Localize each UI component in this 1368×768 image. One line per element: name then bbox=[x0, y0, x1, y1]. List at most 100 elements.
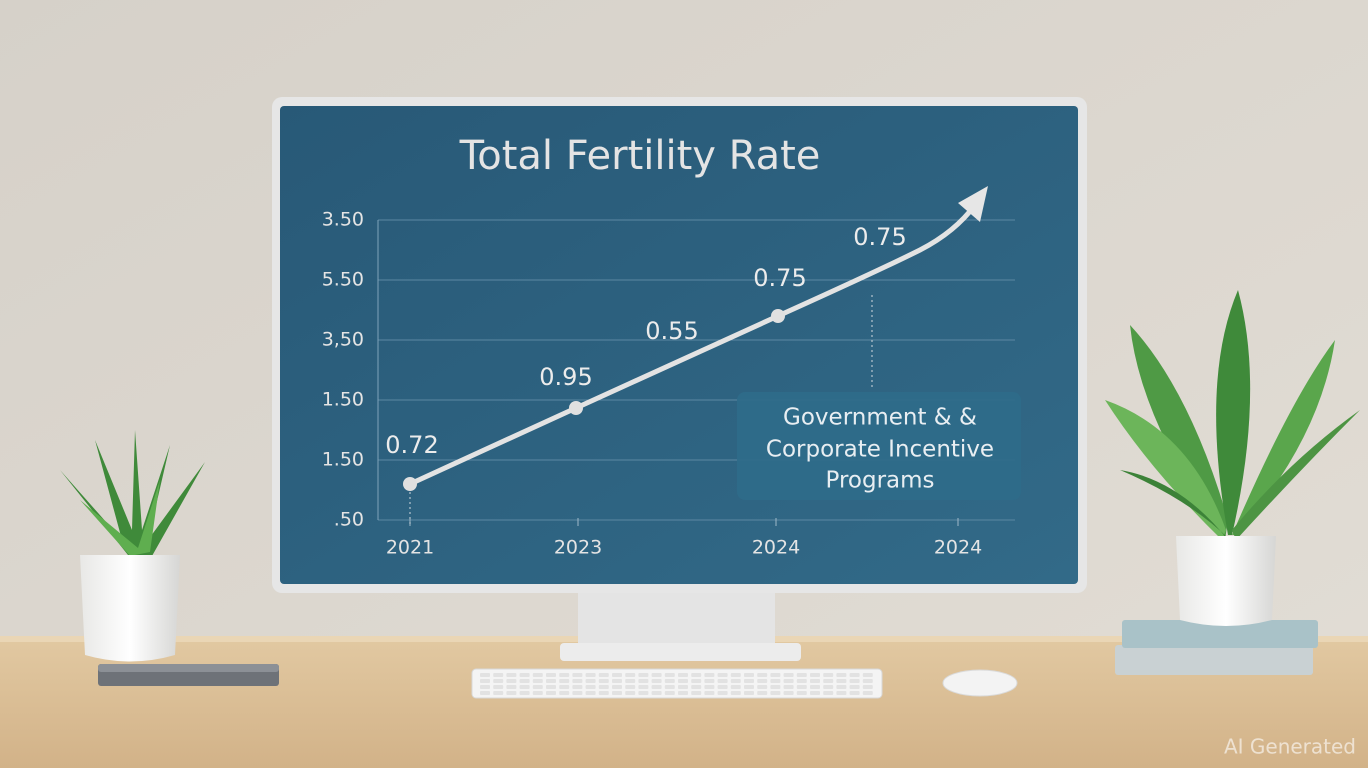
key bbox=[480, 691, 490, 695]
key bbox=[598, 691, 609, 695]
key bbox=[770, 673, 781, 677]
y-axis-label: 5.50 bbox=[322, 269, 364, 291]
key bbox=[862, 685, 873, 689]
annotation-text: Government & & bbox=[783, 405, 977, 431]
key bbox=[546, 685, 556, 689]
point-label: 0.75 bbox=[853, 223, 906, 251]
key bbox=[783, 691, 794, 695]
key bbox=[810, 691, 820, 695]
x-axis-label: 2024 bbox=[934, 537, 982, 559]
mouse bbox=[942, 669, 1018, 697]
key bbox=[704, 673, 715, 677]
key bbox=[638, 679, 649, 683]
key bbox=[664, 685, 675, 689]
key bbox=[757, 673, 768, 677]
key bbox=[598, 673, 609, 677]
key bbox=[506, 679, 517, 683]
key bbox=[717, 679, 728, 683]
key bbox=[598, 679, 609, 683]
key bbox=[506, 673, 517, 677]
key bbox=[849, 679, 860, 683]
key bbox=[519, 679, 530, 683]
key bbox=[849, 691, 860, 695]
key bbox=[532, 673, 543, 677]
key bbox=[532, 685, 543, 689]
key bbox=[572, 685, 583, 689]
key bbox=[770, 685, 781, 689]
notebook-top bbox=[98, 664, 279, 672]
key bbox=[691, 679, 702, 683]
key bbox=[519, 685, 530, 689]
key bbox=[585, 673, 596, 677]
key bbox=[625, 673, 636, 677]
point bbox=[403, 477, 417, 491]
key bbox=[532, 691, 543, 695]
leaf bbox=[1232, 340, 1335, 535]
leaf bbox=[1232, 410, 1360, 540]
leaves bbox=[80, 480, 160, 556]
key bbox=[757, 685, 768, 689]
key bbox=[678, 673, 688, 677]
point-label: 0.55 bbox=[645, 317, 698, 345]
pot bbox=[80, 555, 180, 662]
key bbox=[730, 685, 741, 689]
key bbox=[796, 679, 807, 683]
key bbox=[783, 673, 794, 677]
point bbox=[771, 309, 785, 323]
key bbox=[810, 673, 820, 677]
annotation-box bbox=[737, 392, 1021, 500]
key bbox=[664, 691, 675, 695]
key bbox=[585, 691, 596, 695]
key bbox=[612, 673, 622, 677]
point-label: 0.95 bbox=[539, 363, 592, 391]
key bbox=[783, 679, 794, 683]
key bbox=[862, 673, 873, 677]
key bbox=[559, 679, 570, 683]
key bbox=[651, 679, 662, 683]
key bbox=[717, 691, 728, 695]
left-plant bbox=[60, 430, 205, 662]
point-label: 0.72 bbox=[385, 431, 438, 459]
key bbox=[572, 679, 583, 683]
key bbox=[836, 673, 847, 677]
key bbox=[480, 685, 490, 689]
key bbox=[519, 673, 530, 677]
key bbox=[730, 691, 741, 695]
key bbox=[796, 673, 807, 677]
point bbox=[569, 401, 583, 415]
pot bbox=[1176, 536, 1276, 626]
screen-grid bbox=[378, 219, 1015, 526]
key bbox=[678, 685, 688, 689]
key bbox=[612, 679, 622, 683]
key bbox=[744, 679, 754, 683]
key bbox=[836, 685, 847, 689]
book bbox=[1122, 620, 1318, 648]
key bbox=[691, 685, 702, 689]
key bbox=[717, 685, 728, 689]
key bbox=[519, 691, 530, 695]
key bbox=[823, 685, 834, 689]
y-axis-label: .50 bbox=[334, 509, 364, 531]
key bbox=[730, 679, 741, 683]
key bbox=[585, 679, 596, 683]
key bbox=[744, 691, 754, 695]
key bbox=[796, 691, 807, 695]
key bbox=[783, 685, 794, 689]
key bbox=[651, 673, 662, 677]
key bbox=[744, 685, 754, 689]
point-label: 0.75 bbox=[753, 264, 806, 292]
key bbox=[862, 691, 873, 695]
key bbox=[572, 673, 583, 677]
key bbox=[849, 673, 860, 677]
y-axis-label: 1.50 bbox=[322, 389, 364, 411]
trend-line bbox=[407, 202, 978, 487]
key bbox=[625, 691, 636, 695]
key bbox=[849, 685, 860, 689]
key bbox=[638, 685, 649, 689]
key bbox=[823, 691, 834, 695]
key bbox=[704, 679, 715, 683]
key bbox=[836, 679, 847, 683]
key bbox=[638, 673, 649, 677]
key bbox=[717, 673, 728, 677]
